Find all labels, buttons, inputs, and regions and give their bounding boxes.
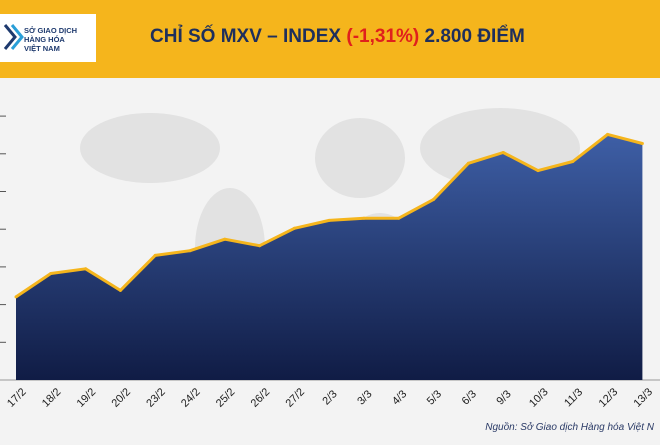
data-point-2-3	[327, 218, 331, 222]
title-prefix: CHỈ SỐ MXV – INDEX	[150, 26, 347, 47]
chart-header: SỞ GIAO DỊCH HÀNG HÓA VIỆT NAM CHỈ SỐ MX…	[0, 0, 660, 78]
logo-text: SỞ GIAO DỊCH HÀNG HÓA VIỆT NAM	[24, 26, 96, 53]
x-tick-label: 4/3	[390, 388, 409, 407]
x-tick-label: 27/2	[283, 386, 307, 410]
data-point-10-3	[536, 169, 540, 173]
chart-title: CHỈ SỐ MXV – INDEX (-1,31%) 2.800 ĐIỂM	[150, 26, 620, 48]
x-tick-label: 23/2	[144, 386, 168, 410]
data-point-4-3	[397, 216, 401, 220]
x-tick-label: 11/3	[562, 386, 585, 409]
data-point-23-2	[153, 253, 157, 257]
data-point-18-2	[49, 272, 53, 275]
x-tick-label: 25/2	[214, 386, 238, 410]
source-note: Nguồn: Sở Giao dịch Hàng hóa Việt N	[485, 422, 654, 433]
data-point-13-3	[640, 142, 644, 145]
data-point-6-3	[466, 161, 470, 165]
title-change: (-1,31%)	[346, 26, 420, 47]
mxv-logo: SỞ GIAO DỊCH HÀNG HÓA VIỆT NAM	[0, 14, 96, 62]
data-point-3-3	[362, 216, 366, 220]
x-tick-label: 3/3	[355, 388, 374, 407]
x-tick-label: 9/3	[494, 388, 513, 407]
x-tick-label: 5/3	[425, 388, 444, 407]
series-area	[16, 134, 643, 380]
x-tick-label: 19/2	[75, 386, 99, 410]
data-point-19-2	[84, 267, 88, 271]
x-tick-label: 20/2	[109, 386, 133, 410]
x-tick-label: 24/2	[179, 386, 203, 410]
data-point-5-3	[432, 197, 436, 201]
logo-line-2: HÀNG HÓA	[24, 35, 65, 44]
x-tick-label: 26/2	[249, 386, 273, 410]
data-point-17-2	[14, 295, 18, 299]
x-tick-label: 17/2	[5, 386, 29, 410]
x-tick-label: 10/3	[527, 386, 551, 410]
y-axis-ticks	[0, 115, 6, 381]
data-point-11-3	[571, 160, 575, 163]
data-point-9-3	[501, 151, 505, 154]
data-point-27-2	[292, 226, 296, 230]
data-point-25-2	[223, 237, 227, 241]
area-chart: 17/2 18/2 19/2 20/2 23/2 24/2 25/2 26/2 27/2 2/3 3…	[0, 108, 660, 410]
data-point-12-3	[606, 132, 610, 136]
x-tick-label: 12/3	[597, 386, 621, 410]
plot-area: 17/2 18/2 19/2 20/2 23/2 24/2 25/2 26/2 27/2 2/3 3…	[0, 78, 660, 440]
logo-line-3: VIỆT NAM	[24, 44, 60, 53]
x-tick-label: 13/3	[631, 386, 655, 410]
data-point-24-2	[188, 249, 192, 253]
x-tick-label: 6/3	[460, 388, 479, 407]
logo-line-1: SỞ GIAO DỊCH	[24, 26, 78, 35]
chevron-logo-icon	[3, 24, 24, 50]
data-point-20-2	[118, 288, 122, 292]
x-tick-label: 18/2	[40, 386, 64, 410]
data-point-26-2	[258, 244, 262, 248]
x-tick-label: 2/3	[320, 388, 339, 407]
title-suffix: 2.800 ĐIỂM	[419, 26, 525, 47]
